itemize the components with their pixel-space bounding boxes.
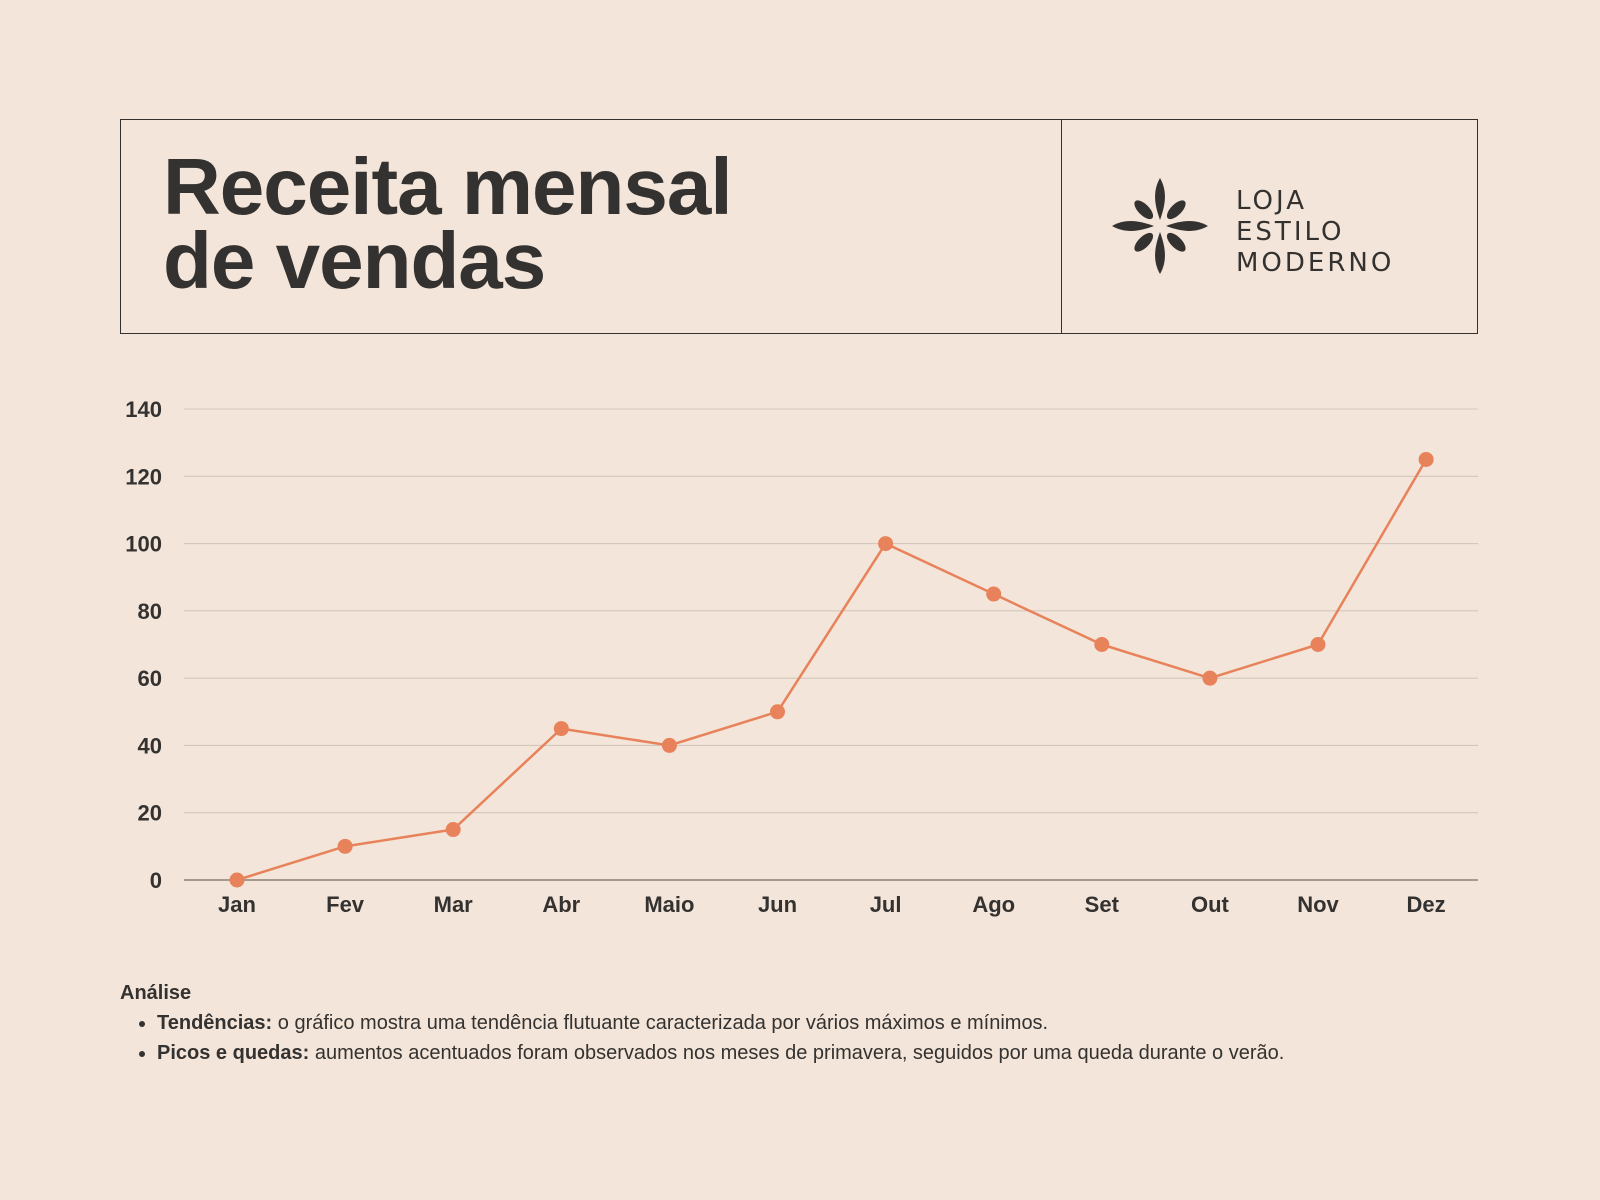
brand-name-line-1: LOJA (1236, 186, 1308, 216)
page-title: Receita mensal de vendas (163, 142, 733, 305)
brand-name-line-2: ESTILO (1236, 217, 1345, 247)
data-point (445, 822, 461, 838)
analysis-item-text: aumentos acentuados foram observados nos… (309, 1042, 1285, 1064)
x-tick-label: Maio (644, 892, 694, 917)
analysis-item-label: Picos e quedas: (157, 1042, 310, 1064)
x-tick-label: Jan (218, 892, 256, 917)
page-title-line-2: de vendas (163, 216, 546, 305)
x-tick-label: Dez (1407, 892, 1446, 917)
data-point (986, 586, 1002, 602)
y-tick-label: 40 (138, 733, 162, 758)
page-title-line-1: Receita mensal (163, 142, 733, 231)
line-chart: 0 20 40 60 80 100 120 140 Jan Fev Mar Abr Maio Jun Ju… (125, 397, 1478, 917)
data-point (1094, 637, 1110, 652)
analysis-list: Tendências: o gráfico mostra uma tendênc… (120, 1008, 1284, 1068)
y-tick-label: 140 (125, 397, 162, 422)
x-tick-label: Out (1191, 892, 1230, 917)
x-tick-label: Jul (870, 892, 902, 917)
header-box: Receita mensal de vendas (120, 119, 1478, 334)
analysis-section: Análise Tendências: o gráfico mostra uma… (120, 978, 1284, 1068)
analysis-item-text: o gráfico mostra uma tendência flutuante… (272, 1012, 1049, 1034)
brand-name: LOJA ESTILO MODERNO (1236, 186, 1394, 279)
y-tick-label: 120 (125, 464, 162, 489)
x-tick-label: Ago (972, 892, 1015, 917)
analysis-title: Análise (120, 982, 192, 1004)
y-tick-label: 60 (138, 666, 162, 691)
data-point (661, 737, 677, 753)
data-point (337, 838, 353, 854)
flower-logo-icon (1112, 178, 1208, 274)
y-tick-label: 0 (150, 868, 162, 893)
data-point (229, 872, 245, 888)
x-tick-label: Mar (434, 892, 474, 917)
data-point (1310, 637, 1326, 652)
y-tick-label: 80 (138, 599, 162, 624)
x-tick-label: Set (1085, 892, 1120, 917)
data-point (878, 536, 894, 552)
data-point (1418, 451, 1434, 467)
data-point (770, 704, 785, 720)
data-point (1202, 670, 1218, 686)
x-tick-label: Nov (1297, 892, 1339, 917)
x-tick-label: Jun (758, 892, 797, 917)
analysis-item-label: Tendências: (157, 1012, 273, 1034)
y-tick-label: 20 (138, 801, 162, 826)
series-line (236, 458, 1428, 882)
header-divider (1061, 120, 1062, 333)
data-point (553, 721, 569, 737)
y-tick-label: 100 (125, 532, 162, 557)
analysis-item-trends: Tendências: o gráfico mostra uma tendênc… (157, 1008, 1284, 1038)
analysis-item-peaks: Picos e quedas: aumentos acentuados fora… (157, 1038, 1284, 1068)
brand-name-line-3: MODERNO (1236, 248, 1395, 278)
x-tick-label: Fev (326, 892, 365, 917)
x-tick-label: Abr (542, 892, 580, 917)
